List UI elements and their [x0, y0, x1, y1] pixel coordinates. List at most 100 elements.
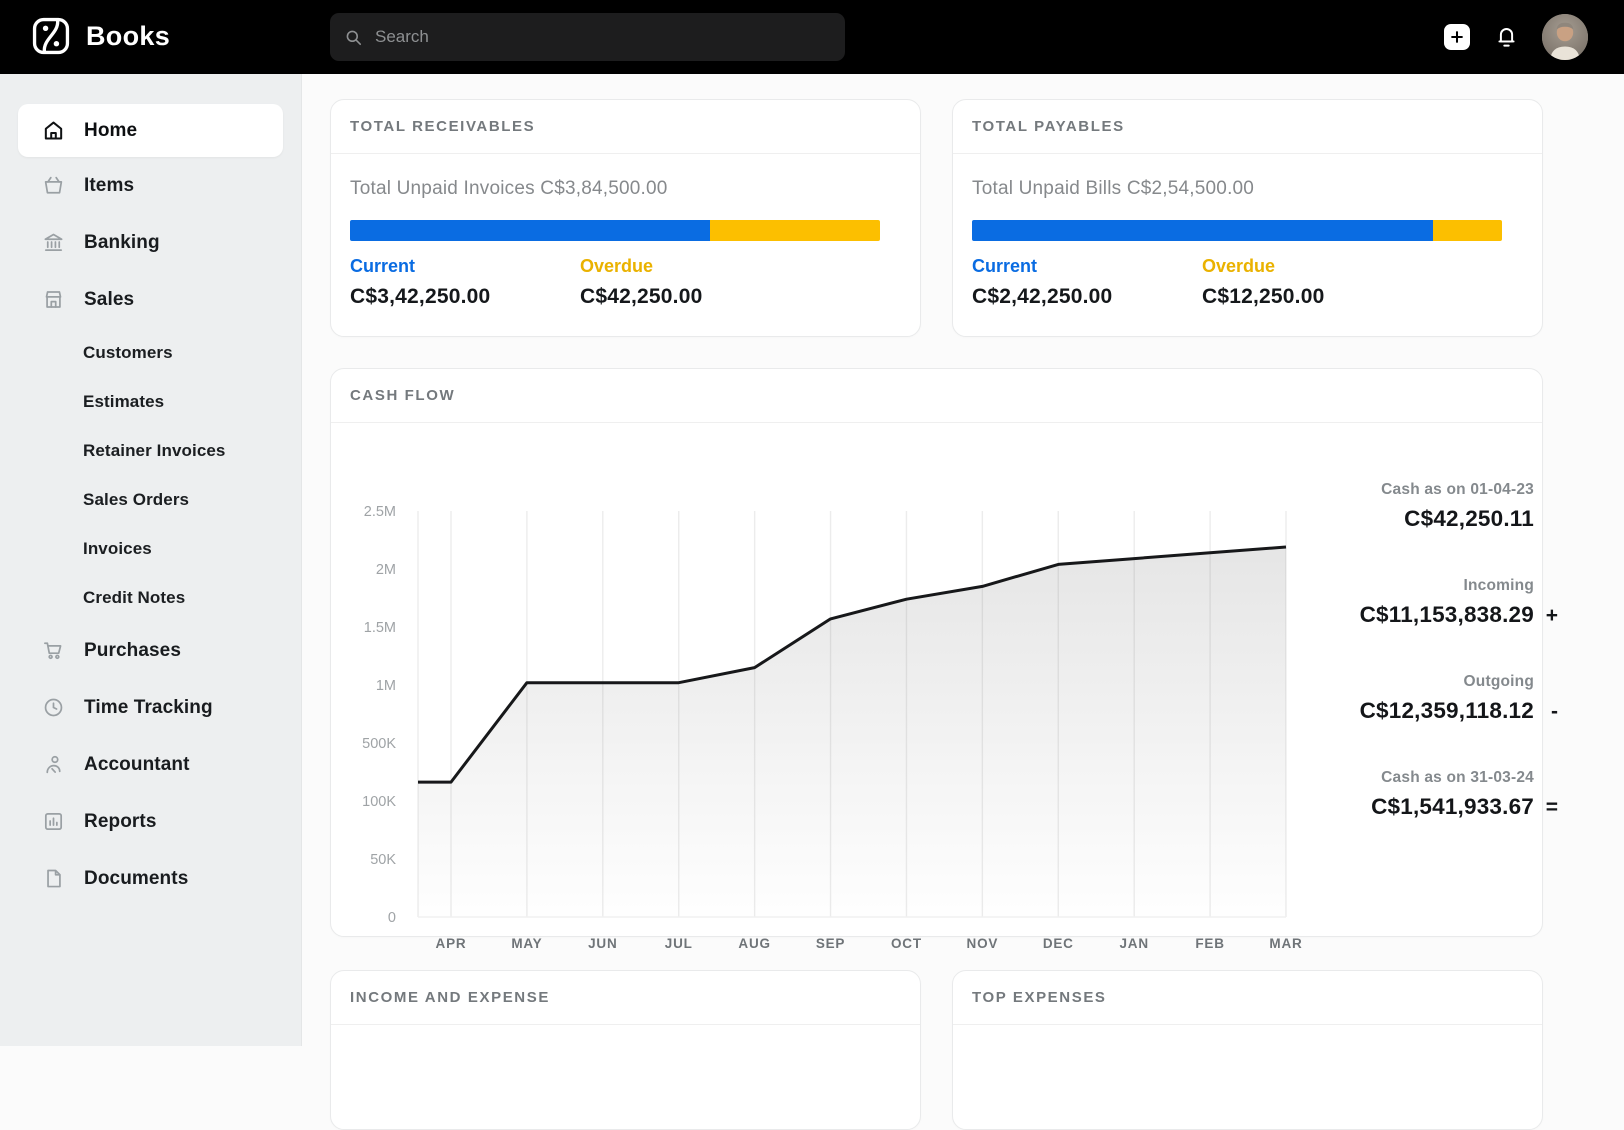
cash-flow-line — [418, 545, 1287, 784]
storefront-icon — [42, 288, 65, 311]
payables-split-bar — [972, 220, 1502, 241]
sidebar-item-accountant[interactable]: Accountant — [18, 736, 283, 793]
sidebar-item-banking[interactable]: Banking — [18, 214, 283, 271]
outgoing-stat: Outgoing C$12,359,118.12 - — [1308, 673, 1558, 724]
incoming-stat: Incoming C$11,153,838.29 + — [1308, 577, 1558, 628]
app-title: Books — [86, 20, 171, 51]
sidebar-item-label: Time Tracking — [84, 696, 213, 718]
notifications-button[interactable] — [1493, 23, 1519, 51]
svg-text:2M: 2M — [376, 562, 396, 578]
sidebar-item-label: Estimates — [83, 391, 165, 411]
svg-text:DEC: DEC — [1043, 936, 1074, 951]
basket-icon — [42, 174, 65, 197]
overdue-amount: C$12,250.00 — [1202, 285, 1325, 308]
sidebar-item-label: Documents — [84, 867, 189, 889]
card-title: TOTAL PAYABLES — [953, 100, 1542, 154]
sidebar-item-customers[interactable]: Customers — [18, 328, 283, 377]
income-and-expense-card: INCOME AND EXPENSE — [330, 970, 921, 1130]
stat-value: C$42,250.11 — [1404, 506, 1534, 531]
total-receivables-card: TOTAL RECEIVABLES Total Unpaid Invoices … — [330, 99, 921, 337]
sidebar-item-label: Invoices — [83, 538, 152, 558]
app-logo[interactable]: Books — [30, 15, 170, 57]
sidebar-item-label: Sales Orders — [83, 489, 190, 509]
overdue-bar-segment — [1433, 220, 1502, 241]
sidebar-item-documents[interactable]: Documents — [18, 850, 283, 907]
overdue-label: Overdue — [1202, 256, 1276, 276]
main-content: TOTAL RECEIVABLES Total Unpaid Invoices … — [330, 74, 1558, 1130]
sidebar-item-home[interactable]: Home — [18, 104, 283, 157]
svg-text:0: 0 — [388, 910, 396, 926]
sidebar-item-sales-orders[interactable]: Sales Orders — [18, 475, 283, 524]
plus-sign: + — [1545, 604, 1558, 627]
document-icon — [42, 867, 65, 890]
svg-text:JUN: JUN — [588, 936, 617, 951]
svg-text:JUL: JUL — [665, 936, 693, 951]
card-title: TOTAL RECEIVABLES — [331, 100, 920, 154]
bar-chart-icon — [42, 810, 65, 833]
sidebar-item-sales[interactable]: Sales — [18, 271, 283, 328]
cash-flow-chart: 0 50K 100K 500K 1M 1.5M 2M 2.5M APR MAY JUN JUL AUG S… — [350, 504, 1308, 962]
overdue-label: Overdue — [580, 256, 654, 276]
sidebar-item-time-tracking[interactable]: Time Tracking — [18, 679, 283, 736]
stat-label: Cash as on 01-04-23 — [1381, 481, 1534, 498]
cart-icon — [42, 639, 65, 662]
svg-text:500K: 500K — [362, 736, 396, 752]
current-label: Current — [350, 256, 416, 276]
sidebar-item-label: Reports — [84, 810, 157, 832]
cash-flow-card: CASH FLOW 0 50K 100K 500K 1M 1.5M 2M 2.5M APR MAY… — [330, 368, 1558, 951]
sidebar-item-items[interactable]: Items — [18, 157, 283, 214]
current-bar-segment — [350, 220, 711, 241]
sidebar: Home Items Banking Sale — [0, 74, 302, 1046]
current-amount: C$3,42,250.00 — [350, 285, 491, 308]
sidebar-item-retainer-invoices[interactable]: Retainer Invoices — [18, 426, 283, 475]
card-title: INCOME AND EXPENSE — [331, 971, 920, 1025]
svg-text:SEP: SEP — [816, 936, 845, 951]
sidebar-item-label: Retainer Invoices — [83, 440, 226, 460]
overdue-bar-segment — [710, 220, 880, 241]
stat-label: Outgoing — [1463, 673, 1534, 690]
person-icon — [42, 753, 65, 776]
sidebar-item-estimates[interactable]: Estimates — [18, 377, 283, 426]
sidebar-item-label: Purchases — [84, 639, 182, 661]
search-bar[interactable] — [330, 13, 845, 61]
clock-icon — [42, 696, 65, 719]
total-unpaid-bills: Total Unpaid Bills C$2,54,500.00 — [972, 178, 1255, 199]
card-title: CASH FLOW — [331, 369, 1542, 423]
sidebar-item-label: Credit Notes — [83, 587, 186, 607]
user-avatar[interactable] — [1542, 14, 1588, 60]
receivables-split-bar — [350, 220, 880, 241]
svg-text:APR: APR — [436, 936, 467, 951]
current-bar-segment — [972, 220, 1434, 241]
minus-sign: - — [1551, 700, 1558, 723]
bell-icon — [1494, 24, 1519, 51]
topbar-actions — [1444, 0, 1588, 74]
stat-value: C$11,153,838.29 — [1359, 602, 1534, 627]
svg-text:1M: 1M — [376, 678, 396, 694]
sidebar-item-invoices[interactable]: Invoices — [18, 524, 283, 573]
svg-text:FEB: FEB — [1195, 936, 1224, 951]
search-icon — [344, 28, 363, 47]
quick-create-button[interactable] — [1444, 24, 1470, 50]
sidebar-item-label: Sales — [84, 288, 135, 310]
card-title: TOP EXPENSES — [953, 971, 1542, 1025]
top-expenses-card: TOP EXPENSES — [952, 970, 1543, 1130]
sidebar-item-label: Accountant — [84, 753, 190, 775]
svg-text:1.5M: 1.5M — [364, 620, 396, 636]
plus-icon — [1448, 28, 1466, 46]
sidebar-item-purchases[interactable]: Purchases — [18, 622, 283, 679]
sidebar-item-credit-notes[interactable]: Credit Notes — [18, 573, 283, 622]
bank-icon — [42, 231, 65, 254]
svg-text:100K: 100K — [362, 794, 396, 810]
cash-opening-stat: Cash as on 01-04-23 C$42,250.11 — [1308, 481, 1558, 532]
equals-sign: = — [1545, 796, 1558, 819]
area-fill — [418, 547, 1286, 917]
svg-text:50K: 50K — [370, 852, 396, 868]
cash-flow-stats: Cash as on 01-04-23 C$42,250.11 Incoming… — [1308, 481, 1558, 962]
current-label: Current — [972, 256, 1038, 276]
cash-closing-stat: Cash as on 31-03-24 C$1,541,933.67 = — [1308, 769, 1558, 820]
sidebar-item-reports[interactable]: Reports — [18, 793, 283, 850]
search-input[interactable] — [373, 26, 831, 48]
topbar: Books — [0, 0, 1624, 74]
books-logo-icon — [30, 15, 72, 57]
total-payables-card: TOTAL PAYABLES Total Unpaid Bills C$2,54… — [952, 99, 1543, 337]
